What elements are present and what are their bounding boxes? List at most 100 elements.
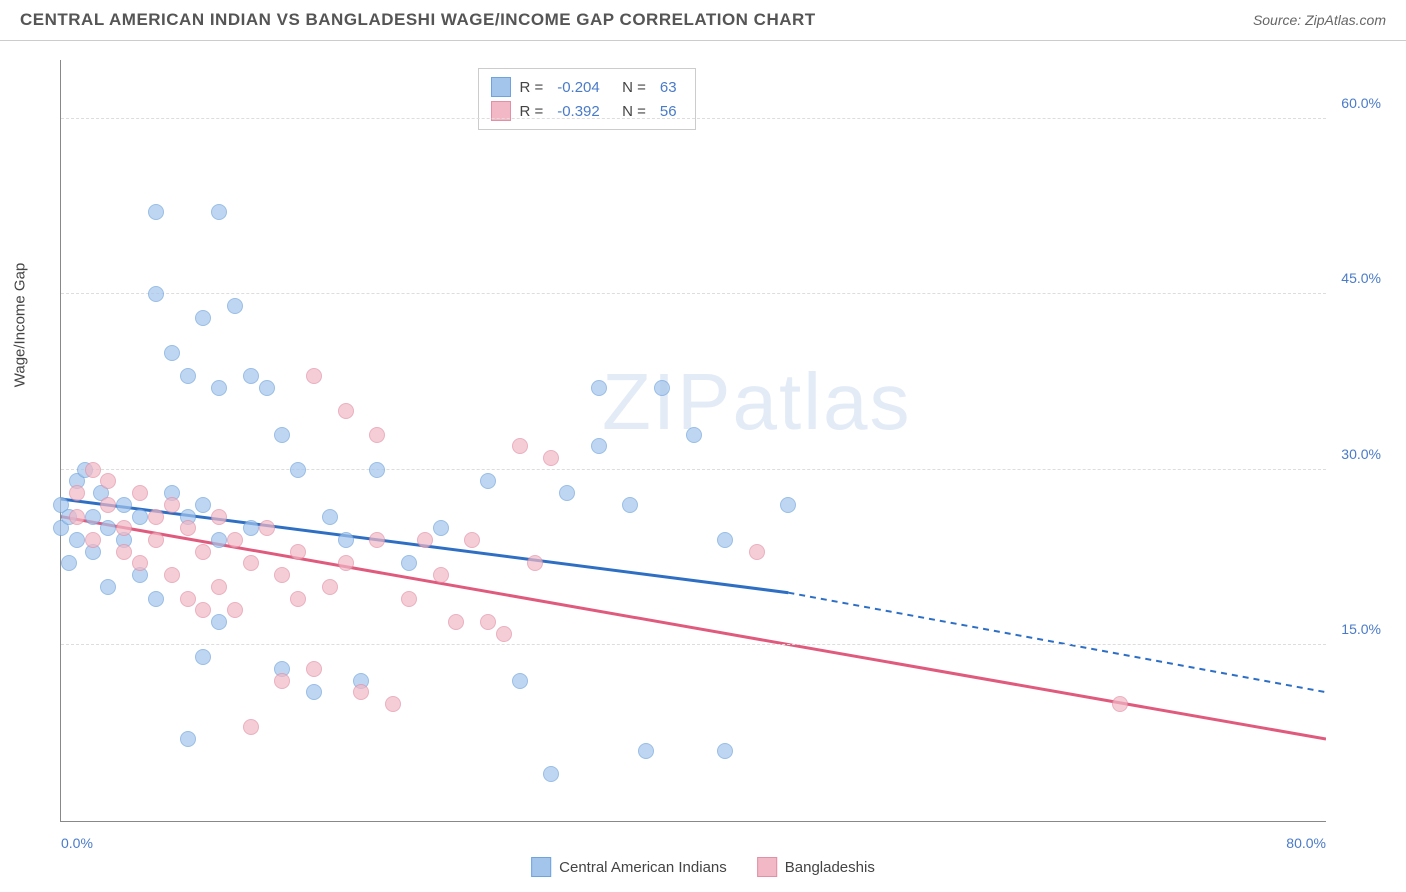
scatter-point: [69, 532, 85, 548]
scatter-point: [274, 567, 290, 583]
scatter-point: [61, 555, 77, 571]
scatter-point: [243, 520, 259, 536]
scatter-point: [227, 298, 243, 314]
scatter-point: [180, 591, 196, 607]
n-value: 63: [660, 79, 677, 96]
scatter-point: [211, 509, 227, 525]
scatter-point: [1112, 696, 1128, 712]
scatter-point: [322, 509, 338, 525]
scatter-point: [132, 485, 148, 501]
scatter-point: [369, 427, 385, 443]
source-attribution: Source: ZipAtlas.com: [1253, 12, 1386, 28]
scatter-point: [306, 661, 322, 677]
x-tick-label: 80.0%: [1286, 835, 1326, 851]
scatter-point: [227, 532, 243, 548]
watermark-thin: atlas: [732, 357, 911, 446]
scatter-point: [195, 310, 211, 326]
scatter-point: [148, 509, 164, 525]
scatter-point: [274, 673, 290, 689]
scatter-point: [369, 462, 385, 478]
scatter-point: [654, 380, 670, 396]
scatter-point: [211, 614, 227, 630]
scatter-point: [259, 380, 275, 396]
scatter-point: [290, 462, 306, 478]
scatter-point: [195, 602, 211, 618]
scatter-point: [211, 579, 227, 595]
scatter-point: [591, 380, 607, 396]
watermark: ZIPatlas: [602, 356, 911, 448]
y-tick-label: 30.0%: [1341, 446, 1381, 462]
scatter-point: [69, 509, 85, 525]
scatter-point: [780, 497, 796, 513]
scatter-point: [353, 684, 369, 700]
n-label: N =: [614, 79, 646, 96]
scatter-point: [116, 520, 132, 536]
scatter-point: [306, 368, 322, 384]
scatter-point: [100, 473, 116, 489]
scatter-point: [100, 579, 116, 595]
watermark-bold: ZIP: [602, 357, 732, 446]
scatter-point: [274, 427, 290, 443]
scatter-point: [164, 345, 180, 361]
r-label: R =: [519, 79, 543, 96]
y-tick-label: 45.0%: [1341, 270, 1381, 286]
scatter-point: [243, 555, 259, 571]
scatter-point: [512, 438, 528, 454]
scatter-point: [180, 368, 196, 384]
scatter-point: [543, 766, 559, 782]
scatter-point: [85, 509, 101, 525]
scatter-point: [686, 427, 702, 443]
legend: Central American IndiansBangladeshis: [531, 857, 875, 877]
chart-title: CENTRAL AMERICAN INDIAN VS BANGLADESHI W…: [20, 10, 816, 30]
scatter-point: [290, 544, 306, 560]
scatter-point: [527, 555, 543, 571]
scatter-point: [100, 520, 116, 536]
scatter-point: [338, 403, 354, 419]
gridline: [61, 118, 1326, 119]
scatter-point: [148, 204, 164, 220]
gridline: [61, 644, 1326, 645]
scatter-point: [401, 591, 417, 607]
scatter-point: [433, 567, 449, 583]
scatter-point: [259, 520, 275, 536]
scatter-point: [338, 555, 354, 571]
scatter-point: [322, 579, 338, 595]
scatter-point: [116, 497, 132, 513]
scatter-point: [559, 485, 575, 501]
legend-swatch: [491, 77, 511, 97]
scatter-point: [496, 626, 512, 642]
scatter-point: [148, 286, 164, 302]
scatter-point: [401, 555, 417, 571]
scatter-point: [243, 719, 259, 735]
legend-swatch: [757, 857, 777, 877]
scatter-point: [69, 485, 85, 501]
scatter-point: [180, 731, 196, 747]
scatter-point: [433, 520, 449, 536]
scatter-point: [116, 544, 132, 560]
scatter-point: [243, 368, 259, 384]
scatter-point: [195, 649, 211, 665]
scatter-point: [180, 520, 196, 536]
scatter-point: [543, 450, 559, 466]
scatter-plot: ZIPatlas R = -0.204 N = 63R = -0.392 N =…: [60, 60, 1326, 822]
chart-area: Wage/Income Gap ZIPatlas R = -0.204 N = …: [50, 50, 1386, 832]
scatter-point: [100, 497, 116, 513]
scatter-point: [227, 602, 243, 618]
scatter-point: [132, 509, 148, 525]
scatter-point: [385, 696, 401, 712]
scatter-point: [85, 532, 101, 548]
scatter-point: [306, 684, 322, 700]
scatter-point: [480, 473, 496, 489]
scatter-point: [417, 532, 433, 548]
stats-row: R = -0.204 N = 63: [491, 75, 682, 99]
stats-row: R = -0.392 N = 56: [491, 99, 682, 123]
scatter-point: [638, 743, 654, 759]
scatter-point: [480, 614, 496, 630]
legend-label: Central American Indians: [559, 859, 727, 876]
scatter-point: [290, 591, 306, 607]
scatter-point: [132, 555, 148, 571]
y-axis-label: Wage/Income Gap: [12, 263, 29, 388]
scatter-point: [148, 591, 164, 607]
scatter-point: [195, 544, 211, 560]
scatter-point: [448, 614, 464, 630]
